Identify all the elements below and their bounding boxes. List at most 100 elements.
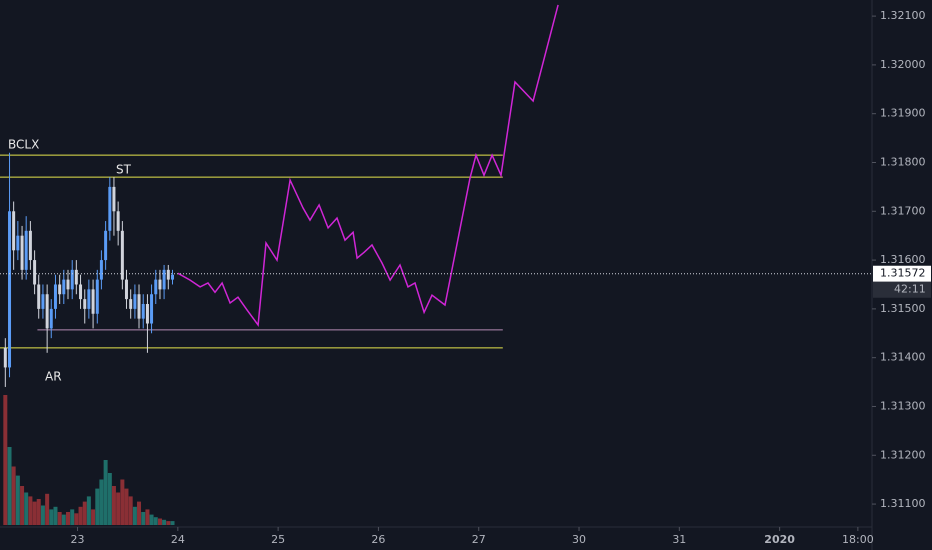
candle-body [83,299,87,309]
candle-body [70,269,74,290]
y-tick-label: 1.31700 [880,204,926,217]
y-tick-label: 1.32000 [880,58,926,71]
volume-bar [162,519,167,525]
volume-bar [137,501,142,525]
y-tick-label: 1.32100 [880,9,926,22]
candle-body [141,304,145,319]
volume-bar [36,499,41,525]
volume-bar [74,513,79,525]
candle-body [3,347,7,368]
volume-bar [128,496,133,525]
volume-bar [70,509,75,525]
y-tick-label: 1.31200 [880,448,926,461]
volume-bar [107,473,112,525]
candle-body [166,269,170,280]
volume-bar [157,518,162,525]
x-tick-label: 31 [672,533,686,546]
volume-bar [7,447,12,525]
countdown-label: 42:11 [894,283,926,296]
candle-body [116,211,120,231]
candle-body [112,186,116,212]
candle-body [120,230,124,280]
candle-body [41,294,45,309]
x-tick-label: 23 [71,533,85,546]
y-tick-label: 1.31800 [880,155,926,168]
volume-bar [61,514,66,525]
y-tick-label: 1.31600 [880,253,926,266]
candle-body [58,284,62,295]
volume-bar [15,475,20,525]
x-tick-label: 25 [271,533,285,546]
candle-body [91,289,95,314]
volume-bar [49,509,54,525]
candle-body [53,284,57,309]
y-tick-label: 1.31900 [880,107,926,120]
x-tick-label: 30 [572,533,586,546]
countdown-box [873,281,931,298]
y-tick-label: 1.31100 [880,497,926,510]
volume-bar [120,479,125,525]
projection-line [177,4,559,328]
volume-bar [103,460,108,525]
volume-bar [78,506,83,525]
volume-bar [11,466,16,525]
volume-bar [124,488,129,525]
candle-body [95,279,99,314]
last-price-label: 1.31572 [880,267,926,280]
volume-bar [28,496,33,525]
volume-bar [170,521,175,525]
candle-body [104,230,108,261]
x-tick-label: 18:00 [842,533,874,546]
candle-body [145,304,149,324]
candle-body [74,269,78,285]
candle-body [137,294,141,319]
volume-bar [153,517,158,525]
candle-body [99,260,103,280]
volume-bar [53,506,58,525]
candle-body [45,294,49,329]
volume-bar [86,496,91,525]
candle-body [154,279,158,295]
x-tick-label: 26 [371,533,385,546]
candle-body [87,289,91,309]
volume-bar [111,486,116,525]
candle-body [150,294,154,324]
candle-body [171,274,175,280]
candle-body [37,284,41,309]
annotation: AR [45,370,62,384]
candle-body [49,308,53,329]
y-tick-label: 1.31500 [880,302,926,315]
candle-body [28,230,32,261]
x-tick-label: 2020 [764,533,795,546]
candle-body [79,284,83,300]
volume-bar [99,479,104,525]
candle-body [8,211,12,368]
plot-area [0,4,872,525]
candle-body [162,269,166,290]
y-tick-label: 1.31400 [880,351,926,364]
volume-bar [166,521,171,525]
candle-body [108,186,112,231]
volume-bar [141,512,146,525]
volume-bar [3,395,8,525]
x-tick-label: 24 [171,533,185,546]
annotation: ST [116,163,132,177]
volume-bar [45,493,50,525]
volume-bar [132,506,137,525]
y-tick-label: 1.31300 [880,399,926,412]
candle-body [124,279,128,300]
volume-bar [57,512,62,525]
candle-body [20,235,24,270]
volume-bar [149,514,154,525]
candle-body [158,279,162,290]
volume-bar [32,501,37,525]
candle-body [129,299,133,309]
annotation: BCLX [8,138,39,152]
candle-body [33,260,37,285]
volume-bar [20,486,25,525]
x-tick-label: 27 [472,533,486,546]
volume-bar [145,509,150,525]
volume-bar [82,501,87,525]
